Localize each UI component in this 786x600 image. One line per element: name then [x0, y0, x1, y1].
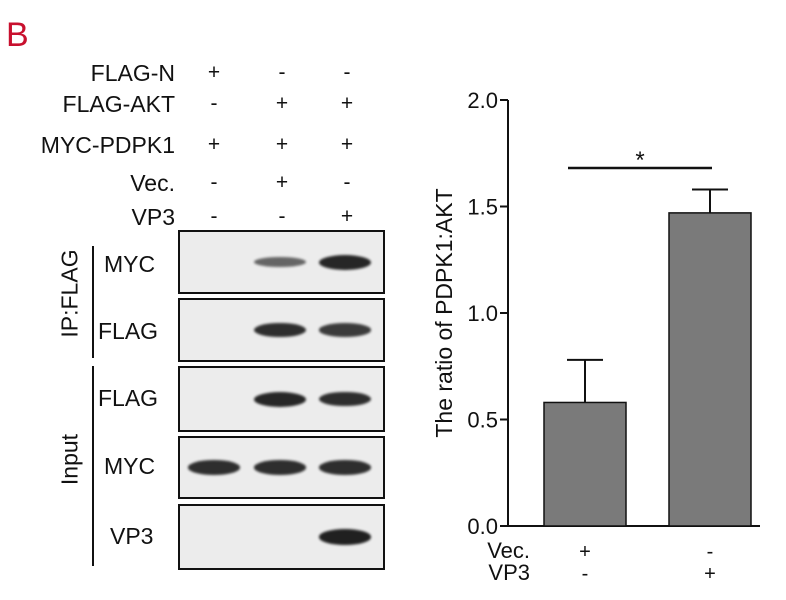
significance-marker: *	[635, 147, 644, 174]
panel-letter: B	[6, 16, 29, 54]
ip-group-label: IP:FLAG	[56, 249, 83, 338]
blot-band	[254, 391, 306, 407]
condition-label: Vec.	[130, 170, 175, 196]
ip-group-line	[92, 246, 94, 358]
x-row-sign: -	[582, 563, 589, 585]
x-row-sign: +	[704, 563, 716, 585]
condition-sign: +	[340, 92, 354, 115]
input-group-line	[92, 366, 94, 566]
x-row-sign: -	[707, 541, 714, 563]
bar	[543, 401, 627, 527]
condition-sign: -	[278, 205, 286, 228]
blot-band	[188, 460, 240, 475]
blot-band	[319, 323, 371, 337]
condition-sign: +	[207, 61, 221, 84]
bar	[668, 212, 752, 527]
y-tick-label: 0.5	[467, 408, 498, 433]
input-group-label: Input	[56, 433, 83, 486]
condition-sign: +	[275, 92, 289, 115]
x-row-sign: +	[579, 541, 591, 563]
y-axis-label: The ratio of PDPK1:AKT	[431, 188, 457, 437]
condition-sign: +	[340, 205, 354, 228]
condition-sign: +	[207, 133, 221, 156]
blot-panel	[178, 436, 385, 499]
condition-label: FLAG-AKT	[62, 91, 175, 117]
blot-band	[319, 460, 371, 475]
condition-sign: +	[275, 133, 289, 156]
blot-band	[319, 254, 371, 270]
blot-panel	[178, 298, 385, 362]
condition-sign: -	[210, 92, 218, 115]
blot-label: FLAG	[98, 385, 159, 411]
bar-chart: 0.0 0.5 1.0 1.5 2.0 The ratio of PDPK1:AKT * Ve…	[431, 88, 760, 585]
blot-band	[319, 391, 371, 407]
blot-label: FLAG	[98, 318, 159, 344]
condition-sign: +	[275, 171, 289, 194]
blot-panel	[178, 366, 385, 432]
condition-sign: -	[210, 205, 218, 228]
condition-label: VP3	[131, 204, 175, 230]
blot-label: MYC	[104, 251, 156, 277]
y-tick-label: 0.0	[467, 514, 498, 539]
y-tick-label: 2.0	[467, 88, 498, 113]
blot-label: VP3	[110, 523, 154, 549]
x-row-label: Vec.	[487, 538, 530, 563]
condition-sign: -	[278, 61, 286, 84]
condition-sign: -	[343, 171, 351, 194]
blot-band	[254, 322, 306, 338]
blot-band	[319, 529, 371, 545]
condition-label: FLAG-N	[90, 60, 175, 86]
condition-sign: +	[340, 133, 354, 156]
y-tick-label: 1.0	[467, 301, 498, 326]
condition-sign: -	[210, 171, 218, 194]
condition-sign: -	[343, 61, 351, 84]
blot-panel	[178, 230, 385, 294]
blot-label: MYC	[104, 453, 156, 479]
blot-band	[254, 460, 306, 475]
y-tick-label: 1.5	[467, 195, 498, 220]
x-row-label: VP3	[488, 560, 530, 585]
condition-label: MYC-PDPK1	[40, 132, 175, 158]
blot-band	[254, 256, 306, 268]
blot-panel	[178, 504, 385, 570]
